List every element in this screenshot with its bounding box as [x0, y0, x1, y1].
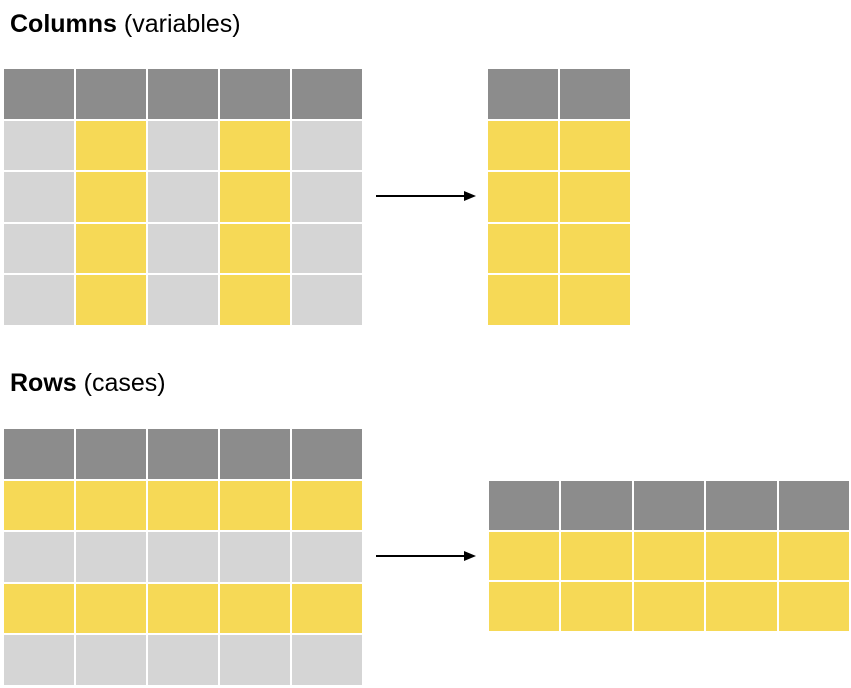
rows-result-selected-cell: [706, 582, 777, 632]
columns-section-title: Columns (variables): [10, 12, 241, 37]
columns-arrow-icon: [376, 191, 476, 201]
columns-result-header-cell: [488, 69, 558, 119]
rows-result-selected-cell: [778, 582, 849, 632]
rows-title-light: (cases): [83, 369, 166, 397]
rows-source-table: [4, 429, 362, 685]
columns-source-header-cell: [4, 69, 74, 119]
rows-source-selected-cell: [4, 480, 74, 531]
rows-result-header-cell: [489, 481, 560, 530]
rows-source-selected-cell: [148, 480, 218, 531]
rows-result-header-cell: [706, 481, 777, 530]
rows-source-selected-cell: [76, 480, 146, 531]
rows-source-header-cell: [148, 429, 218, 479]
rows-result-selected-cell: [489, 531, 560, 581]
rows-source-selected-cell: [76, 583, 146, 634]
columns-result-selected-cell: [560, 172, 630, 222]
columns-source-unselected-cell: [148, 275, 218, 325]
columns-source-unselected-cell: [4, 223, 74, 274]
columns-source-unselected-cell: [4, 172, 74, 222]
columns-result-header-cell: [560, 69, 630, 119]
columns-source-header-cell: [76, 69, 146, 119]
columns-source-unselected-cell: [292, 120, 362, 171]
columns-source-unselected-cell: [292, 223, 362, 274]
rows-source-unselected-cell: [76, 635, 146, 685]
rows-source-unselected-cell: [4, 532, 74, 582]
rows-source-unselected-cell: [148, 532, 218, 582]
rows-source-header-cell: [292, 429, 362, 479]
columns-source-selected-cell: [76, 275, 146, 325]
rows-result-selected-cell: [561, 582, 632, 632]
columns-source-selected-cell: [220, 275, 290, 325]
rows-source-selected-cell: [4, 583, 74, 634]
columns-source-header-cell: [220, 69, 290, 119]
rows-source-unselected-cell: [220, 532, 290, 582]
rows-result-header-cell: [778, 481, 849, 530]
columns-result-selected-cell: [488, 275, 558, 325]
rows-source-unselected-cell: [4, 635, 74, 685]
rows-result-selected-cell: [706, 531, 777, 581]
rows-source-unselected-cell: [220, 635, 290, 685]
rows-result-selected-cell: [489, 582, 560, 632]
columns-source-unselected-cell: [148, 223, 218, 274]
rows-source-selected-cell: [148, 583, 218, 634]
rows-result-selected-cell: [633, 531, 705, 581]
rows-source-unselected-cell: [292, 532, 362, 582]
columns-source-header-cell: [292, 69, 362, 119]
columns-result-selected-cell: [488, 172, 558, 222]
rows-result-header-cell: [561, 481, 632, 530]
columns-source-unselected-cell: [4, 275, 74, 325]
rows-arrow-icon: [376, 551, 476, 561]
columns-source-selected-cell: [220, 172, 290, 222]
columns-source-unselected-cell: [148, 172, 218, 222]
rows-source-selected-cell: [292, 583, 362, 634]
columns-result-selected-cell: [560, 223, 630, 274]
columns-source-unselected-cell: [292, 275, 362, 325]
rows-source-unselected-cell: [76, 532, 146, 582]
rows-section-title: Rows (cases): [10, 371, 166, 396]
rows-source-selected-cell: [220, 480, 290, 531]
rows-result-selected-cell: [561, 531, 632, 581]
rows-source-header-cell: [4, 429, 74, 479]
columns-source-selected-cell: [76, 172, 146, 222]
rows-source-selected-cell: [220, 583, 290, 634]
rows-result-header-cell: [633, 481, 705, 530]
rows-source-header-cell: [220, 429, 290, 479]
columns-result-selected-cell: [488, 120, 558, 171]
columns-result-selected-cell: [488, 223, 558, 274]
rows-source-unselected-cell: [292, 635, 362, 685]
columns-source-unselected-cell: [148, 120, 218, 171]
columns-source-selected-cell: [220, 223, 290, 274]
rows-title-bold: Rows: [10, 369, 77, 397]
columns-result-table: [488, 69, 630, 325]
rows-source-selected-cell: [292, 480, 362, 531]
rows-result-selected-cell: [633, 582, 705, 632]
columns-source-unselected-cell: [4, 120, 74, 171]
columns-source-selected-cell: [220, 120, 290, 171]
columns-source-unselected-cell: [292, 172, 362, 222]
columns-source-header-cell: [148, 69, 218, 119]
columns-source-table: [4, 69, 362, 325]
columns-source-selected-cell: [76, 223, 146, 274]
columns-result-selected-cell: [560, 275, 630, 325]
rows-source-unselected-cell: [148, 635, 218, 685]
columns-title-bold: Columns: [10, 10, 117, 38]
rows-source-header-cell: [76, 429, 146, 479]
rows-result-selected-cell: [778, 531, 849, 581]
columns-result-selected-cell: [560, 120, 630, 171]
rows-result-table: [489, 481, 849, 632]
columns-title-light: (variables): [123, 10, 241, 38]
columns-source-selected-cell: [76, 120, 146, 171]
